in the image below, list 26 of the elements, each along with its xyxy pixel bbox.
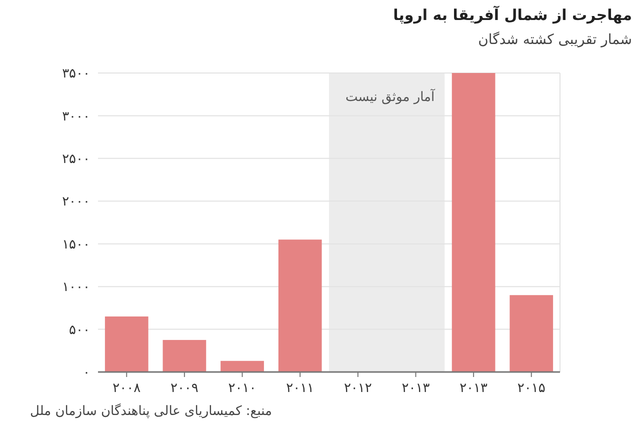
y-tick-label: ۰ [83, 366, 90, 381]
y-tick-label: ۵۰۰ [69, 322, 90, 338]
y-tick-label: ۲۰۰۰ [62, 194, 90, 210]
chart-title: مهاجرت از شمال آفریقا به اروپا [393, 5, 632, 24]
text: منبع: کمیساریای عالی پناهندگان سازمان ملل [30, 403, 272, 419]
y-tick-label: ۳۰۰۰ [62, 109, 90, 124]
bar [104, 316, 148, 372]
bar [278, 240, 322, 372]
x-tick-label: ۲۰۱۳ [460, 381, 488, 396]
x-tick-label: ۲۰۱۳ [402, 381, 430, 396]
bar [452, 73, 496, 372]
bar [220, 360, 264, 372]
y-tick-label: ۲۵۰۰ [62, 152, 90, 167]
x-tick-label: ۲۰۱۰ [228, 381, 256, 396]
y-tick-label: ۱۵۰۰ [62, 237, 90, 252]
x-tick-label: ۲۰۱۲ [344, 381, 372, 396]
y-tick-label: ۱۰۰۰ [62, 280, 90, 296]
bar [510, 295, 554, 372]
x-tick-label: ۲۰۱۱ [286, 381, 314, 396]
y-tick-label: ۳۵۰۰ [62, 66, 90, 82]
chart-subtitle: شمار تقریبی کشته شدگان [478, 31, 632, 48]
x-tick-label: ۲۰۰۹ [170, 381, 198, 396]
x-tick-label: ۲۰۰۸ [112, 381, 141, 396]
band-label: آمار موثق نیست [346, 88, 436, 105]
bar [162, 340, 206, 372]
x-tick-label: ۲۰۱۵ [517, 381, 546, 396]
